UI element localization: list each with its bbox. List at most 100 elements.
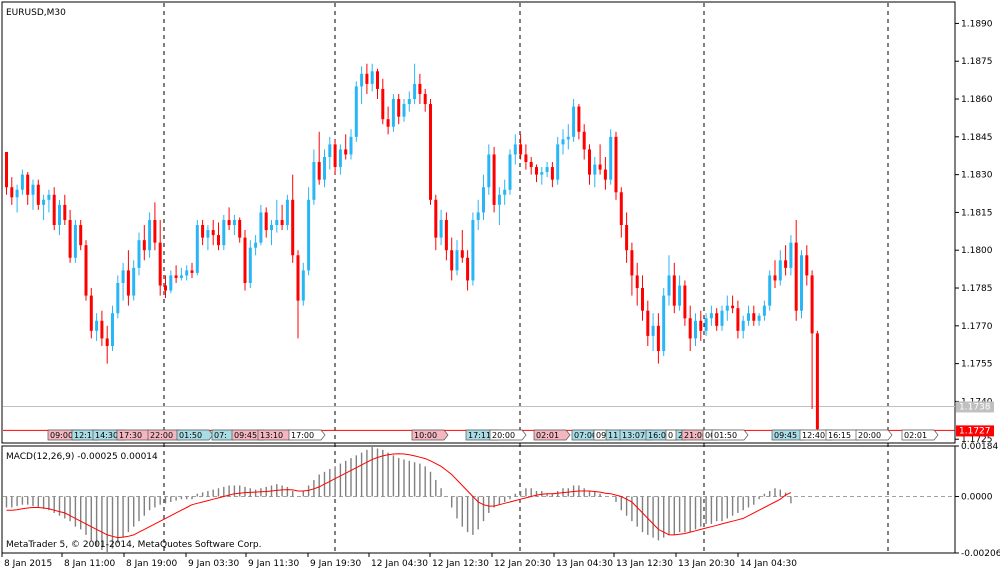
candle-body [402,104,406,117]
candle-body [503,189,507,195]
candle-body [736,308,740,331]
time-tick-label: 12 Jan 20:30 [494,559,551,569]
candle [582,124,586,160]
candle-body [699,320,703,331]
candle-body [222,219,226,246]
candle-body [672,275,676,306]
candle-body [778,260,782,281]
candle [535,164,538,183]
candle [206,225,210,251]
candle [694,313,697,346]
calendar-event-time: 12:40 [802,431,825,440]
calendar-event-flag[interactable]: 20:00 [855,429,893,441]
candle [471,212,475,286]
candle-body [429,104,432,200]
candle [169,270,173,294]
candle [370,63,374,92]
price-tick-label: 1.1800 [961,246,993,256]
candle [179,267,183,281]
candle [238,217,242,243]
candle-body [704,318,708,331]
macd-tick-label: 0.0000 [961,492,993,502]
candle-body [651,325,655,336]
calendar-event-time: 12:1 [74,431,92,440]
price-tick-label: 1.1785 [961,284,993,294]
candle-body [116,282,120,314]
price-tick-label: 1.1845 [961,133,993,143]
candle [789,235,793,276]
candle-body [10,187,14,198]
candle-body [715,313,719,326]
calendar-event-flag[interactable]: 17:00 [288,429,326,441]
candle-body [164,285,167,291]
candle-body [333,144,337,168]
candle-body [307,199,311,271]
candle [800,250,803,319]
candlestick-series [5,63,819,435]
candle [778,250,782,286]
candle-body [254,242,258,248]
candle-body [752,313,756,321]
calendar-event-flag[interactable]: 01:50 [711,429,749,441]
calendar-event-flag[interactable]: 02:01 [901,429,939,441]
calendar-event-time: 17:11 [468,431,491,440]
candle [662,288,666,357]
candle-body [36,184,40,205]
candle-body [709,313,713,319]
candle [810,270,814,409]
candle [704,313,708,336]
candle [259,204,263,246]
candle [328,136,332,170]
macd-axis: 0.00184 0.0000 -0.00206 [955,442,1000,559]
calendar-event-flag[interactable]: 02:01 [533,429,571,441]
calendar-event-flag[interactable]: 20:00 [489,429,527,441]
candle-body [232,219,236,226]
candle-body [497,194,501,205]
candle-body [773,275,777,281]
candle [158,219,162,296]
calendar-event-flag[interactable]: 01:50 [176,429,214,441]
candle [386,106,390,135]
candle [397,93,401,125]
time-tick-label: 14 Jan 04:30 [740,559,797,569]
calendar-event-flag[interactable]: 13:10 [257,429,295,441]
calendar-event-time: 09:45 [234,431,257,440]
candle [429,99,432,205]
candle-body [513,144,517,155]
candle-body [354,86,358,137]
candle-body [5,151,8,188]
candle-body [545,167,549,173]
candle [84,240,88,301]
time-tick-label: 12 Jan 04:30 [371,559,428,569]
candle [572,99,576,142]
candle-body [794,242,798,311]
candle-body [259,212,263,243]
candle-body [762,305,766,316]
calendar-event-flag[interactable]: 10:00 [411,429,449,441]
candle-body [68,219,72,258]
candle [15,184,19,213]
candle-body [317,162,321,180]
candle-body [365,73,369,84]
candle-body [195,225,199,273]
macd-histogram [5,447,792,555]
candle [89,288,93,339]
candle-body [519,144,523,155]
candle [254,235,258,256]
candle-body [137,240,141,268]
candle [31,179,35,210]
economic-calendar-flags[interactable]: 09:00 12:1 14:30 17:30 22:00 01:50 07: 09:45 13:… [47,429,939,441]
candle [741,315,745,339]
candle [264,207,268,238]
calendar-event-time: 11 [608,431,618,440]
calendar-event-time: 17:00 [291,431,314,440]
candle-body [588,149,591,175]
candle [301,262,305,306]
calendar-event-flag[interactable]: 17:30 [116,429,154,441]
candle [715,308,719,331]
candle-body [376,71,379,89]
candle-body [535,167,538,175]
candle [736,300,740,339]
candle [476,199,480,231]
